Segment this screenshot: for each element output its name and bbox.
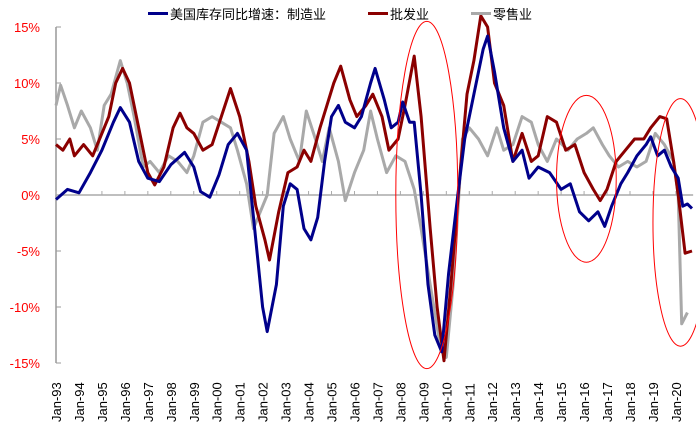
legend-item-retail: 零售业: [471, 4, 532, 23]
x-tick-label: Jan-00: [210, 382, 225, 422]
x-tick-label: Jan-20: [669, 382, 684, 422]
legend-swatch: [471, 12, 492, 15]
y-tick-label: -10%: [10, 300, 41, 315]
y-tick-label: 0%: [21, 188, 40, 203]
legend-swatch: [148, 12, 168, 15]
x-tick-label: Jan-18: [623, 382, 638, 422]
x-tick-label: Jan-10: [439, 382, 454, 422]
x-tick-label: Jan-05: [325, 382, 340, 422]
x-tick-label: Jan-97: [141, 382, 156, 422]
legend: 美国库存同比增速：制造业 批发业 零售业: [148, 4, 574, 23]
x-tick-label: Jan-08: [393, 382, 408, 422]
x-tick-label: Jan-09: [416, 382, 431, 422]
x-tick-label: Jan-07: [370, 382, 385, 422]
x-tick-label: Jan-95: [95, 382, 110, 422]
x-tick-label: Jan-04: [302, 382, 317, 422]
x-tick-label: Jan-94: [72, 382, 87, 422]
x-tick-label: Jan-02: [256, 382, 271, 422]
y-tick-label: -5%: [17, 244, 41, 259]
series-lines: [54, 14, 694, 363]
legend-label: 美国库存同比增速：制造业: [170, 8, 327, 23]
series-line-retail: [54, 59, 689, 359]
x-tick-label: Jan-03: [279, 382, 294, 422]
legend-label: 零售业: [493, 8, 533, 23]
annotations: [395, 20, 696, 370]
x-tick-label: Jan-14: [531, 382, 546, 422]
x-tick-label: Jan-19: [646, 382, 661, 422]
y-tick-label: 10%: [14, 76, 40, 91]
legend-item-wholesale: 批发业: [368, 4, 429, 23]
highlight-ellipse: [652, 98, 696, 347]
legend-item-manufacturing: 美国库存同比增速：制造业: [148, 4, 326, 23]
highlight-ellipse: [395, 20, 459, 370]
y-tick-label: 15%: [14, 20, 40, 35]
x-tick-label: Jan-98: [164, 382, 179, 422]
legend-swatch: [368, 12, 389, 15]
x-tick-label: Jan-99: [187, 382, 202, 422]
x-tick-label: Jan-06: [347, 382, 362, 422]
x-tick-label: Jan-01: [233, 382, 248, 422]
y-tick-label: 5%: [21, 132, 40, 147]
axes: 15% 10% 5% 0% -5% -10% -15% Jan-93 Jan-94 Jan-95 J…: [10, 20, 694, 422]
x-tick-label: Jan-11: [462, 383, 477, 422]
y-tick-label: -15%: [10, 356, 41, 371]
series-line-manufacturing: [55, 34, 694, 354]
x-tick-label: Jan-16: [577, 382, 592, 422]
highlight-ellipse: [556, 94, 617, 263]
series-line-wholesale: [55, 14, 693, 363]
legend-label: 批发业: [390, 8, 430, 23]
x-tick-label: Jan-12: [485, 382, 500, 422]
x-tick-label: Jan-13: [508, 382, 523, 422]
x-tick-label: Jan-15: [554, 382, 569, 422]
x-tick-label: Jan-93: [49, 382, 64, 422]
x-tick-label: Jan-17: [600, 382, 615, 422]
x-tick-label: Jan-96: [118, 382, 133, 422]
